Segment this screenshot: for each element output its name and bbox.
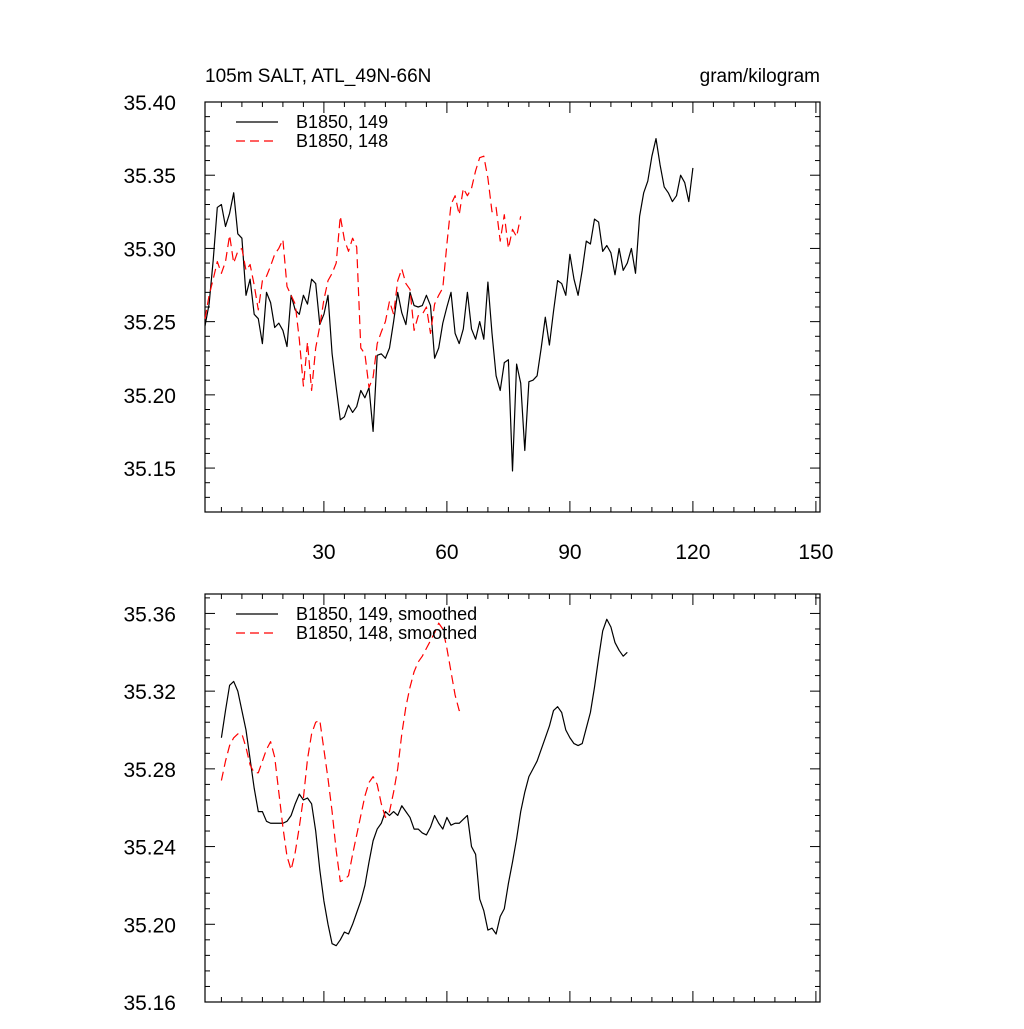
x-tick-label: 60 — [435, 541, 458, 564]
legend-label-149: B1850, 149 — [296, 112, 388, 132]
series-line — [220, 622, 464, 883]
series-group-top — [204, 138, 694, 472]
y-tick-label: 35.28 — [123, 759, 176, 782]
series-line — [204, 138, 694, 472]
x-tick-label: 120 — [675, 541, 710, 564]
plot-frame-top — [204, 101, 821, 513]
panel-top: 105m SALT, ATL_49N-66N gram/kilogram 35.… — [123, 66, 833, 564]
units-label: gram/kilogram — [700, 66, 820, 87]
series-line — [220, 618, 628, 947]
x-axis-top: 30 60 90 120 150 — [220, 102, 833, 564]
y-axis-top: 35.15 35.20 35.25 35.30 35.35 35.40 — [123, 92, 820, 513]
x-tick-label: 30 — [312, 541, 335, 564]
series-group-bottom — [220, 618, 628, 947]
x-tick-label: 90 — [558, 541, 581, 564]
legend-bottom: B1850, 149, smoothed B1850, 148, smoothe… — [236, 604, 477, 643]
y-tick-label: 35.24 — [123, 837, 176, 860]
x-tick-label: 150 — [798, 541, 833, 564]
y-tick-label: 35.20 — [123, 385, 176, 408]
y-tick-label: 35.30 — [123, 238, 176, 261]
legend-top: B1850, 149 B1850, 148 — [236, 112, 388, 151]
y-tick-label: 35.40 — [123, 92, 176, 115]
plot-frame-bottom — [204, 593, 821, 1003]
y-tick-label: 35.25 — [123, 312, 176, 335]
panel-bottom: 35.16 35.20 35.24 35.28 35.32 35.36 B1850, 14… — [123, 593, 821, 1015]
legend-label-149-smoothed: B1850, 149, smoothed — [296, 604, 477, 624]
y-tick-label: 35.32 — [123, 681, 176, 704]
y-tick-label: 35.20 — [123, 914, 176, 937]
y-tick-label: 35.36 — [123, 603, 176, 626]
y-tick-label: 35.16 — [123, 992, 176, 1015]
y-tick-label: 35.15 — [123, 458, 176, 481]
y-axis-bottom: 35.16 35.20 35.24 35.28 35.32 35.36 — [123, 597, 820, 1015]
chart-title: 105m SALT, ATL_49N-66N — [205, 66, 431, 87]
legend-label-148: B1850, 148 — [296, 131, 388, 151]
x-axis-bottom — [220, 594, 817, 1002]
y-tick-label: 35.35 — [123, 165, 176, 188]
series-line — [204, 155, 522, 392]
legend-label-148-smoothed: B1850, 148, smoothed — [296, 623, 477, 643]
